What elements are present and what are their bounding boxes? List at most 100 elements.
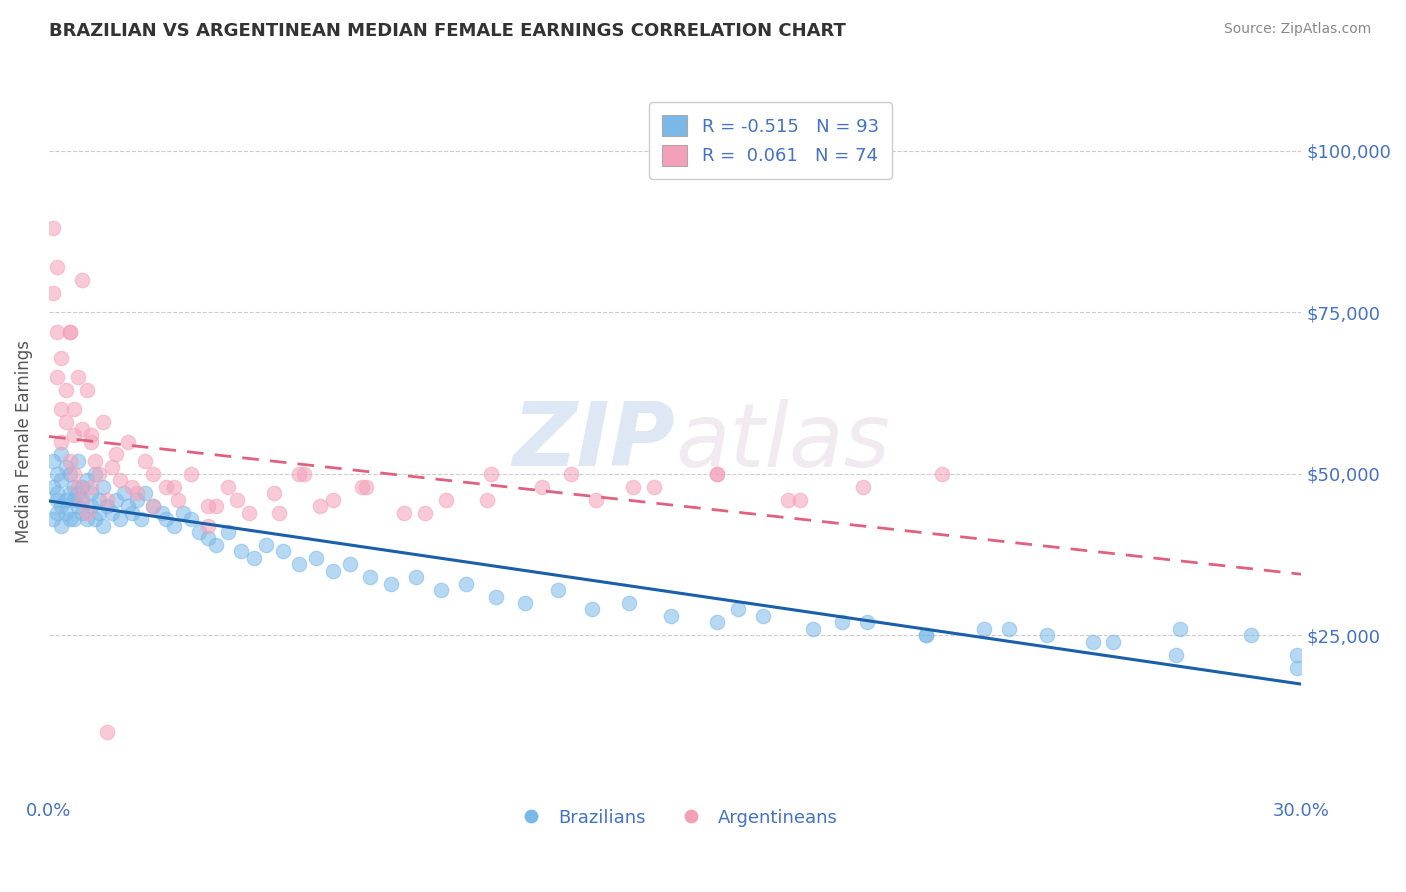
Point	[80, 428, 103, 442]
Point	[706, 615, 728, 630]
Point	[83, 512, 105, 526]
Point	[87, 506, 110, 520]
Point	[852, 480, 875, 494]
Point	[727, 602, 749, 616]
Point	[254, 538, 277, 552]
Point	[125, 492, 148, 507]
Point	[197, 499, 219, 513]
Point	[914, 628, 936, 642]
Point	[42, 480, 65, 494]
Point	[91, 480, 114, 494]
Point	[1102, 634, 1125, 648]
Text: ZIP: ZIP	[512, 398, 675, 485]
Point	[163, 518, 186, 533]
Point	[621, 480, 644, 494]
Point	[856, 615, 879, 630]
Point	[59, 512, 82, 526]
Point	[1168, 622, 1191, 636]
Point	[225, 492, 247, 507]
Point	[238, 506, 260, 520]
Point	[1286, 660, 1309, 674]
Legend: Brazilians, Argentineans: Brazilians, Argentineans	[506, 802, 845, 834]
Point	[46, 506, 69, 520]
Point	[560, 467, 582, 481]
Point	[100, 460, 122, 475]
Point	[430, 583, 453, 598]
Point	[67, 454, 90, 468]
Point	[46, 467, 69, 481]
Point	[142, 499, 165, 513]
Point	[134, 454, 156, 468]
Point	[121, 506, 143, 520]
Point	[59, 325, 82, 339]
Point	[59, 486, 82, 500]
Point	[67, 499, 90, 513]
Point	[180, 512, 202, 526]
Point	[434, 492, 457, 507]
Point	[776, 492, 799, 507]
Point	[155, 512, 177, 526]
Point	[80, 434, 103, 449]
Point	[42, 221, 65, 235]
Point	[405, 570, 427, 584]
Point	[485, 590, 508, 604]
Point	[91, 518, 114, 533]
Point	[55, 383, 77, 397]
Point	[55, 506, 77, 520]
Point	[217, 480, 239, 494]
Point	[359, 570, 381, 584]
Point	[167, 492, 190, 507]
Point	[180, 467, 202, 481]
Point	[46, 370, 69, 384]
Point	[96, 492, 118, 507]
Point	[188, 524, 211, 539]
Point	[87, 492, 110, 507]
Point	[83, 467, 105, 481]
Point	[706, 467, 728, 481]
Point	[63, 492, 86, 507]
Point	[322, 492, 344, 507]
Point	[112, 486, 135, 500]
Point	[51, 473, 73, 487]
Point	[42, 512, 65, 526]
Point	[1081, 634, 1104, 648]
Point	[305, 550, 328, 565]
Point	[51, 499, 73, 513]
Point	[581, 602, 603, 616]
Point	[108, 512, 131, 526]
Point	[752, 609, 775, 624]
Point	[117, 434, 139, 449]
Point	[83, 454, 105, 468]
Point	[96, 499, 118, 513]
Point	[288, 467, 311, 481]
Point	[63, 428, 86, 442]
Point	[931, 467, 953, 481]
Point	[172, 506, 194, 520]
Point	[42, 286, 65, 301]
Point	[706, 467, 728, 481]
Point	[104, 492, 127, 507]
Point	[51, 434, 73, 449]
Point	[51, 351, 73, 365]
Point	[80, 486, 103, 500]
Point	[76, 473, 98, 487]
Point	[129, 512, 152, 526]
Point	[530, 480, 553, 494]
Point	[117, 499, 139, 513]
Point	[55, 415, 77, 429]
Y-axis label: Median Female Earnings: Median Female Earnings	[15, 340, 32, 543]
Point	[801, 622, 824, 636]
Point	[72, 492, 94, 507]
Point	[481, 467, 503, 481]
Point	[197, 518, 219, 533]
Point	[104, 448, 127, 462]
Point	[309, 499, 332, 513]
Point	[142, 499, 165, 513]
Point	[547, 583, 569, 598]
Point	[217, 524, 239, 539]
Point	[76, 506, 98, 520]
Point	[1286, 648, 1309, 662]
Point	[67, 480, 90, 494]
Point	[659, 609, 682, 624]
Point	[63, 467, 86, 481]
